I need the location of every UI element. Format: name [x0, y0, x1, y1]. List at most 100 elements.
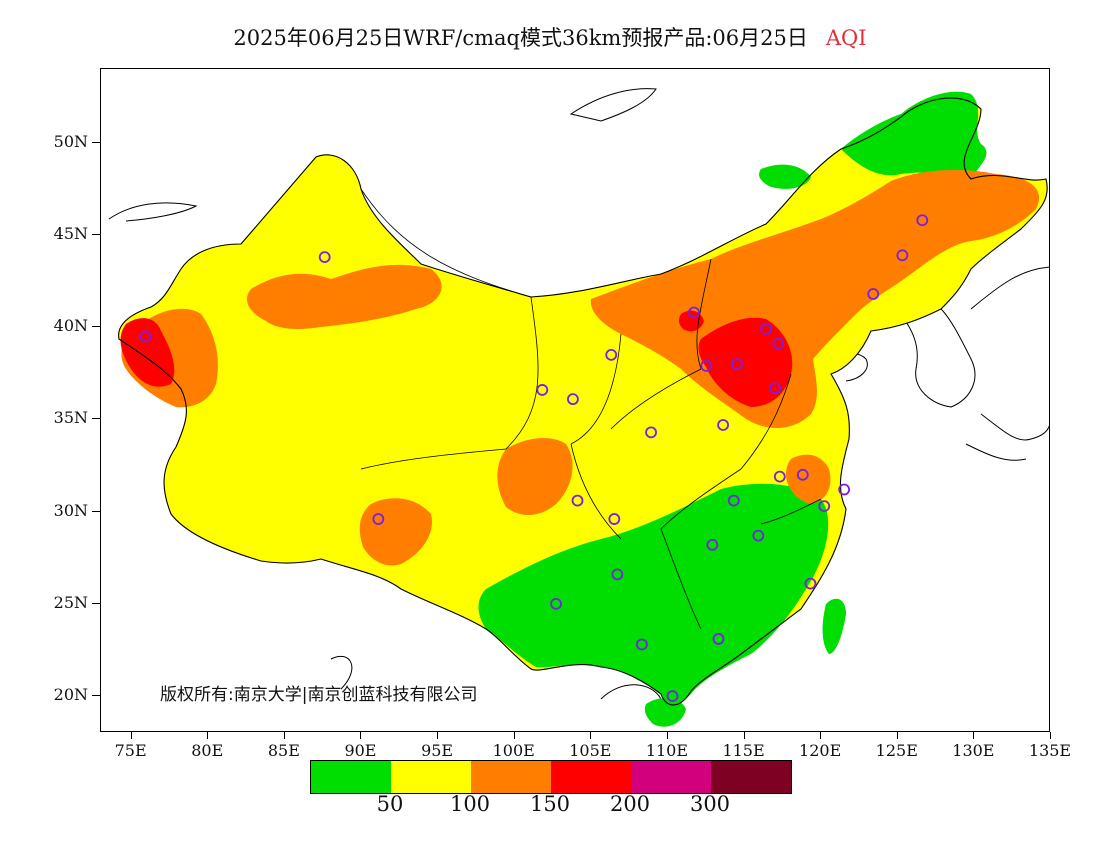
coastline-russia: [569, 88, 657, 122]
station-markers: [139, 214, 929, 703]
station-marker: [318, 251, 331, 264]
lat-tick: [92, 418, 100, 420]
lat-label-45N: 45N: [53, 224, 88, 243]
lat-tick: [92, 234, 100, 235]
aqi-sensitive-xinjiang: [246, 264, 442, 329]
station-marker: [536, 384, 549, 396]
coastline-sea-south: [330, 655, 662, 700]
lon-label-85E: 85E: [267, 741, 300, 760]
legend-swatch: [711, 761, 791, 793]
lon-tick: [590, 732, 592, 739]
lon-label-80E: 80E: [191, 741, 224, 760]
lon-tick: [1050, 732, 1051, 739]
coastline-kazakh: [108, 202, 198, 222]
title-text: 2025年06月25日WRF/cmaq模式36km预报产品:06月25日: [233, 26, 808, 50]
aqi-fields: [118, 91, 1048, 727]
lat-label-25N: 25N: [53, 592, 88, 612]
legend-swatch: [631, 761, 711, 793]
province-borders: [360, 188, 822, 630]
coastline-korea: [900, 308, 976, 408]
legend-threshold-label: 150: [529, 792, 571, 816]
station-marker: [608, 513, 621, 525]
aqi-good-northeast: [841, 91, 987, 179]
aqi-sensitive-tibet: [359, 498, 432, 566]
lat-label-20N: 20N: [53, 685, 88, 705]
lon-tick: [283, 732, 285, 739]
lon-tick: [973, 732, 975, 739]
map-frame: [100, 68, 1050, 732]
lon-tick: [360, 732, 362, 739]
station-marker: [712, 633, 725, 645]
lon-label-100E: 100E: [492, 741, 535, 760]
lon-label-115E: 115E: [722, 741, 765, 760]
title-tag: AQI: [825, 26, 867, 50]
aqi-good-south: [478, 483, 829, 706]
map-title: 2025年06月25日WRF/cmaq模式36km预报产品:06月25日 AQI: [0, 22, 1100, 52]
station-marker: [567, 393, 579, 406]
aqi-good-northeast-2: [759, 164, 811, 189]
lat-tick: [92, 510, 100, 512]
lon-label-120E: 120E: [799, 741, 842, 760]
lon-label-75E: 75E: [114, 741, 147, 760]
station-marker: [611, 568, 624, 581]
lat-tick: [92, 141, 100, 143]
station-marker: [804, 577, 817, 590]
legend-swatch: [471, 761, 551, 793]
lon-label-95E: 95E: [421, 741, 454, 760]
station-marker: [916, 214, 929, 227]
lon-tick: [820, 732, 822, 739]
station-marker: [550, 597, 562, 610]
lon-tick: [207, 732, 209, 739]
lat-label-30N: 30N: [53, 500, 88, 520]
lat-label-35N: 35N: [53, 408, 88, 428]
legend-swatch: [311, 761, 391, 793]
station-marker: [896, 249, 909, 262]
station-marker: [139, 330, 152, 343]
coastline-japan: [965, 266, 1049, 461]
lon-tick: [896, 732, 898, 739]
lon-label-135E: 135E: [1028, 741, 1072, 760]
station-marker: [727, 494, 740, 507]
aqi-good-taiwan: [822, 598, 846, 654]
lat-label-40N: 40N: [53, 316, 88, 336]
legend-threshold-label: 100: [449, 792, 491, 816]
lon-label-125E: 125E: [875, 741, 918, 760]
copyright-text: 版权所有:南京大学|南京创蓝科技有限公司: [160, 685, 478, 705]
station-marker: [838, 483, 851, 496]
station-marker: [666, 690, 679, 703]
lon-tick: [743, 732, 745, 739]
station-marker: [635, 638, 648, 651]
station-marker: [730, 358, 743, 371]
station-marker: [796, 468, 809, 481]
station-marker: [752, 529, 765, 542]
station-marker: [818, 500, 831, 513]
aqi-legend-bar: [310, 760, 792, 794]
lon-label-105E: 105E: [569, 741, 612, 760]
lon-tick: [513, 732, 515, 739]
station-marker: [645, 426, 657, 439]
lat-label-50N: 50N: [53, 131, 88, 151]
station-marker: [769, 382, 782, 394]
legend-threshold-label: 200: [609, 792, 651, 816]
lon-label-130E: 130E: [952, 741, 995, 760]
legend-threshold-label: 300: [689, 792, 731, 816]
station-marker: [688, 306, 700, 319]
station-marker: [717, 419, 729, 431]
lat-tick: [92, 602, 100, 604]
station-marker: [571, 494, 584, 507]
lon-tick: [666, 732, 668, 739]
aqi-sensitive-sichuan: [497, 437, 573, 515]
lon-label-90E: 90E: [344, 741, 377, 760]
lon-tick: [437, 732, 439, 739]
lat-tick: [92, 695, 100, 697]
legend-threshold-label: 50: [376, 792, 404, 816]
lat-tick: [92, 326, 100, 328]
aqi-unhealthy-kashgar: [120, 318, 175, 387]
lon-label-110E: 110E: [645, 741, 689, 760]
station-marker: [700, 360, 713, 372]
station-marker: [760, 323, 772, 335]
station-marker: [372, 513, 385, 525]
station-marker: [867, 288, 880, 300]
station-marker: [772, 337, 785, 350]
country-boundary: [118, 97, 1048, 706]
